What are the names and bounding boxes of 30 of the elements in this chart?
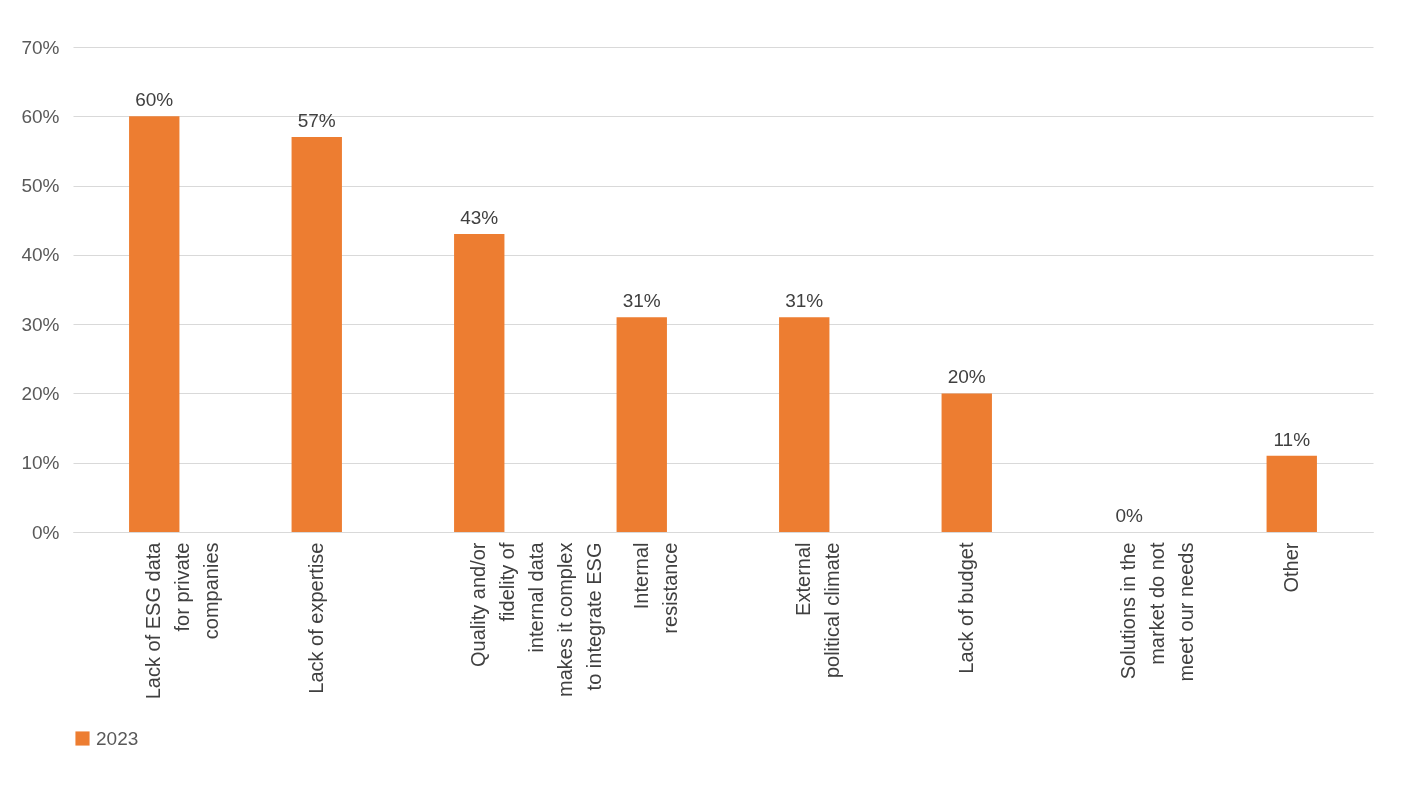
x-tick-label: Lack of expertise xyxy=(304,542,327,694)
y-tick-label: 70% xyxy=(21,36,60,58)
data-label: 31% xyxy=(785,290,824,312)
bar xyxy=(616,317,667,532)
legend-label: 2023 xyxy=(96,727,139,749)
data-label: 20% xyxy=(947,366,986,388)
y-tick-label: 40% xyxy=(21,244,60,266)
y-tick-label: 60% xyxy=(21,105,60,127)
x-tick-label: Other xyxy=(1279,542,1302,593)
y-tick-label: 20% xyxy=(21,382,60,404)
bar xyxy=(941,393,992,532)
y-tick-label: 50% xyxy=(21,175,60,197)
bar xyxy=(1266,455,1317,532)
data-label: 60% xyxy=(135,89,174,111)
x-tick-label: Lack of ESG data for private companies xyxy=(142,541,223,700)
data-label: 57% xyxy=(297,110,336,132)
data-label: 0% xyxy=(1115,505,1144,526)
data-label: 11% xyxy=(1273,428,1311,450)
y-tick-label: 30% xyxy=(21,313,60,335)
x-tick-label: Solutions in the market do not meet our needs xyxy=(1117,542,1198,682)
y-tick-label: 10% xyxy=(21,452,60,474)
bar xyxy=(454,234,505,532)
y-tick-label: 0% xyxy=(32,521,60,543)
x-tick-label: Quality and/or fidelity of internal data makes it complex to integrate ESG xyxy=(467,541,606,697)
bar xyxy=(129,116,180,532)
data-label: 31% xyxy=(622,290,661,312)
bar xyxy=(291,137,342,532)
x-tick-label: Lack of budget xyxy=(954,542,977,674)
bar xyxy=(779,317,830,532)
data-label: 43% xyxy=(460,207,499,229)
